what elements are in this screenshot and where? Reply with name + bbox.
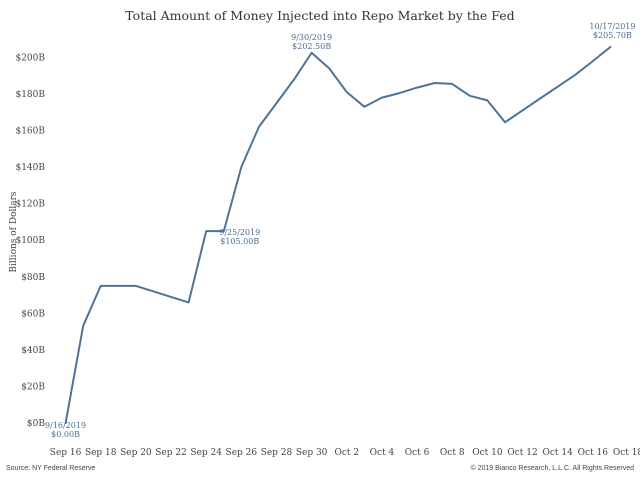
x-tick-label: Oct 18 [613,448,640,458]
x-tick-label: Oct 4 [370,448,395,458]
x-tick-label: Oct 8 [440,448,465,458]
annotation-date: 9/16/2019 [45,421,86,430]
annotation-value: $105.00B [220,237,259,246]
y-tick-label: $40B [21,346,45,356]
y-axis-ticks: $0B $20B $40B $60B $80B $100B $120B $140B $160B $… [15,53,45,429]
series-line [64,46,612,424]
annotation-value: $0.00B [51,430,80,439]
x-tick-label: Oct 12 [507,448,537,458]
chart-title: Total Amount of Money Injected into Repo… [125,8,514,23]
y-tick-label: $0B [27,419,45,429]
x-tick-label: Sep 26 [226,448,258,458]
source-note: Source: NY Federal Reserve [6,465,95,472]
y-tick-label: $140B [15,163,45,173]
x-tick-label: Oct 10 [472,448,503,458]
y-tick-label: $160B [15,127,45,137]
annotation-value: $205.70B [593,31,632,40]
annotation-date: 10/17/2019 [589,22,635,31]
x-tick-label: Sep 30 [296,448,328,458]
x-tick-label: Oct 16 [578,448,609,458]
y-tick-label: $60B [21,309,45,319]
x-tick-label: Sep 16 [50,448,82,458]
x-tick-label: Oct 6 [405,448,430,458]
y-tick-label: $200B [15,53,45,63]
y-tick-label: $80B [21,273,45,283]
x-tick-label: Sep 20 [120,448,152,458]
x-tick-label: Sep 24 [190,448,222,458]
y-tick-label: $20B [21,382,45,392]
x-tick-label: Sep 28 [261,448,293,458]
annotation-date: 9/25/2019 [219,228,260,237]
annotation-date: 9/30/2019 [291,33,332,42]
y-tick-label: $100B [15,236,45,246]
x-tick-label: Sep 18 [85,448,117,458]
x-tick-label: Oct 2 [334,448,359,458]
x-tick-label: Oct 14 [543,448,574,458]
copyright-note: © 2019 Bianco Research, L.L.C. All Right… [470,464,634,472]
y-axis-label: Billions of Dollars [9,191,19,272]
y-tick-label: $180B [15,90,45,100]
y-tick-label: $120B [15,200,45,210]
annotation-value: $202.50B [292,42,331,51]
x-tick-label: Sep 22 [155,448,187,458]
x-axis-ticks: Sep 16 Sep 18 Sep 20 Sep 22 Sep 24 Sep 26 Sep … [50,448,640,458]
data-annotations: 9/16/2019$0.00B 9/25/2019$105.00B 9/30/201… [45,22,635,439]
